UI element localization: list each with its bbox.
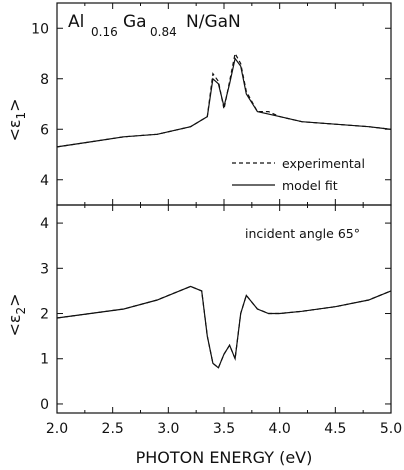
x-tick-label: 3.0 <box>157 421 179 437</box>
x-tick-label: 2.0 <box>46 421 68 437</box>
top-panel-series <box>56 51 392 148</box>
x-tick-label: 4.5 <box>324 421 346 437</box>
x-tick-label: 2.5 <box>102 421 124 437</box>
eps1-series-model-fit <box>56 57 392 148</box>
chart-title: Al 0.16 Ga 0.84 N/GaN <box>68 12 241 39</box>
eps2-ytick-label: 3 <box>40 261 49 277</box>
eps1-ytick-label: 6 <box>40 122 49 138</box>
top-ylabel-text: <ε1> <box>5 98 28 141</box>
title-sub-2: 0.84 <box>150 25 177 39</box>
legend: experimental model fit <box>232 156 365 193</box>
title-part-2: Ga <box>123 12 147 32</box>
legend-label-model-fit: model fit <box>282 178 338 193</box>
top-ylabel: <ε1> <box>5 98 28 141</box>
top-panel-ticks: 4 6 8 10 <box>31 3 392 205</box>
eps2-ytick-label: 4 <box>40 216 49 232</box>
x-tick-label: 4.0 <box>269 421 291 437</box>
eps2-ytick-label: 0 <box>40 397 49 413</box>
bottom-ylabel-text: <ε2> <box>5 293 28 336</box>
eps2-ytick-label: 1 <box>40 352 49 368</box>
eps2-ytick-label: 2 <box>40 307 49 323</box>
title-part-1: Al <box>68 12 84 32</box>
eps1-ytick-label: 4 <box>40 173 49 189</box>
eps1-series-experimental <box>56 51 392 148</box>
bottom-panel-series <box>56 285 392 369</box>
x-axis-title: PHOTON ENERGY (eV) <box>136 448 313 467</box>
eps2-series-model-fit <box>56 285 392 369</box>
x-tick-label: 5.0 <box>380 421 402 437</box>
x-tick-label: 3.5 <box>213 421 235 437</box>
incident-angle-annotation: incident angle 65° <box>245 226 360 241</box>
title-part-3: N/GaN <box>186 12 241 32</box>
legend-label-experimental: experimental <box>282 156 365 171</box>
bottom-panel-ticks: 0 1 2 3 4 2.0 2.5 3.0 3.5 4.0 4.5 5.0 <box>40 205 402 437</box>
bottom-ylabel: <ε2> <box>5 293 28 336</box>
title-sub-1: 0.16 <box>91 25 118 39</box>
eps1-ytick-label: 10 <box>31 21 49 37</box>
eps1-ytick-label: 8 <box>40 72 49 88</box>
